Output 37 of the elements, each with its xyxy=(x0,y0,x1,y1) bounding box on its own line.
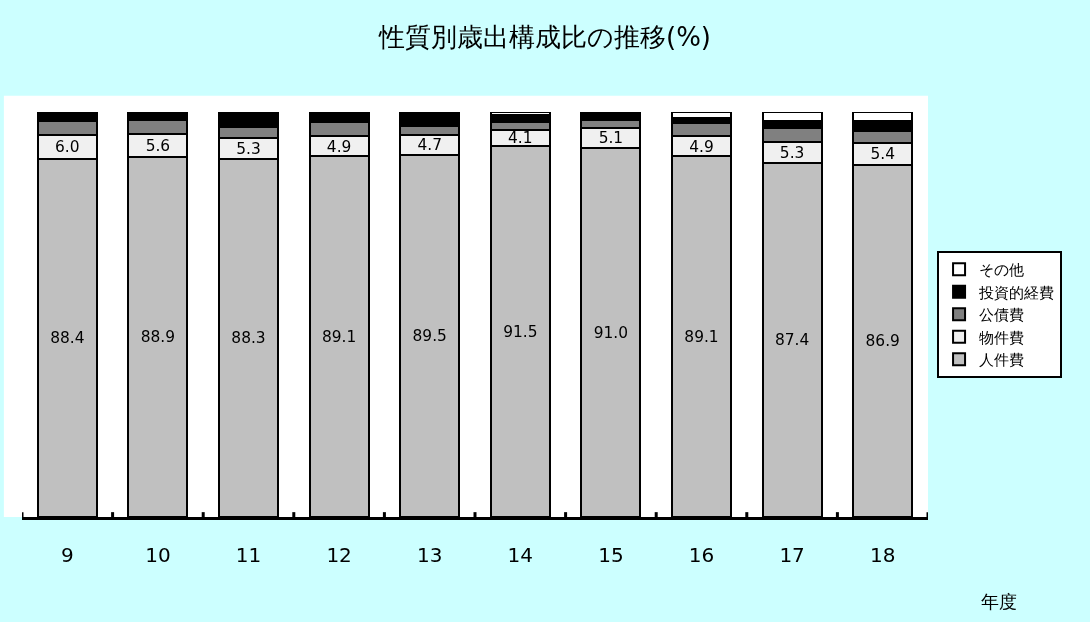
data-label: 4.9 xyxy=(689,137,714,156)
data-label: 91.0 xyxy=(593,324,629,343)
data-label: 5.4 xyxy=(870,145,895,164)
data-label: 4.9 xyxy=(326,137,352,156)
x-tick-label: 12 xyxy=(326,543,352,567)
x-tick-label: 14 xyxy=(507,543,534,567)
x-tick-label: 9 xyxy=(60,543,74,567)
chart-title: 性質別歳出構成比の推移(%) xyxy=(378,22,711,53)
data-label: 88.9 xyxy=(140,328,176,347)
data-label: 5.1 xyxy=(598,129,624,148)
legend-label: 人件費 xyxy=(979,351,1025,370)
data-label: 86.9 xyxy=(865,332,900,351)
legend-label: その他 xyxy=(979,261,1025,280)
legend-label: 公債費 xyxy=(979,306,1025,325)
data-label: 5.6 xyxy=(145,136,171,155)
legend-label: 投資的経費 xyxy=(978,283,1055,302)
x-tick-label: 17 xyxy=(779,543,805,567)
x-tick-label: 13 xyxy=(416,543,443,567)
data-label: 89.1 xyxy=(321,327,357,346)
data-label: 87.4 xyxy=(774,331,810,350)
legend-label: 物件費 xyxy=(979,328,1025,347)
data-label: 89.1 xyxy=(684,327,719,346)
data-label: 6.0 xyxy=(55,138,80,157)
x-tick-label: 11 xyxy=(235,543,262,567)
x-axis-title: 年度 xyxy=(981,591,1017,612)
x-tick-label: 15 xyxy=(598,543,624,567)
data-label: 89.5 xyxy=(412,327,447,346)
data-label: 88.3 xyxy=(231,329,266,348)
data-label: 88.4 xyxy=(50,329,85,348)
data-label: 5.3 xyxy=(779,143,805,162)
data-label: 4.1 xyxy=(508,129,533,148)
x-tick-label: 16 xyxy=(688,543,715,567)
data-label: 91.5 xyxy=(503,323,538,342)
x-tick-label: 18 xyxy=(869,543,896,567)
data-label: 4.7 xyxy=(417,136,442,155)
x-tick-label: 10 xyxy=(145,543,171,567)
data-label: 5.3 xyxy=(236,139,261,158)
